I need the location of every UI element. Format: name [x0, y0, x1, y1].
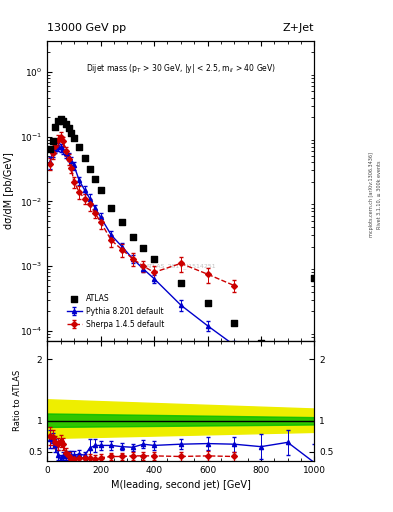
ATLAS [81, 154, 88, 162]
ATLAS [258, 339, 264, 347]
ATLAS [108, 203, 114, 211]
ATLAS [65, 124, 72, 132]
ATLAS [178, 279, 184, 287]
Legend: ATLAS, Pythia 8.201 default, Sherpa 1.4.5 default: ATLAS, Pythia 8.201 default, Sherpa 1.4.… [64, 292, 166, 331]
ATLAS [68, 129, 74, 137]
Y-axis label: dσ/dM [pb/GeV]: dσ/dM [pb/GeV] [4, 153, 14, 229]
ATLAS [231, 319, 237, 328]
Y-axis label: Ratio to ATLAS: Ratio to ATLAS [13, 370, 22, 432]
ATLAS [87, 164, 93, 173]
ATLAS [52, 123, 58, 131]
Text: 13000 GeV pp: 13000 GeV pp [47, 23, 126, 33]
ATLAS [97, 186, 104, 194]
ATLAS [140, 244, 147, 252]
ATLAS [71, 134, 77, 142]
Text: Rivet 3.1.10, ≥ 300k events: Rivet 3.1.10, ≥ 300k events [377, 160, 382, 229]
X-axis label: M(leading, second jet) [GeV]: M(leading, second jet) [GeV] [111, 480, 251, 490]
Text: ATLAS_2017_I1514251: ATLAS_2017_I1514251 [145, 263, 216, 269]
ATLAS [92, 175, 98, 183]
ATLAS [119, 218, 125, 226]
ATLAS [55, 117, 61, 125]
ATLAS [151, 254, 157, 263]
Text: Dijet mass (p$_T$ > 30 GeV, |y| < 2.5, m$_{ll}$ > 40 GeV): Dijet mass (p$_T$ > 30 GeV, |y| < 2.5, m… [86, 62, 276, 75]
ATLAS [47, 144, 53, 153]
ATLAS [63, 120, 69, 129]
ATLAS [76, 143, 83, 152]
ATLAS [50, 137, 56, 145]
ATLAS [130, 233, 136, 241]
ATLAS [57, 115, 64, 123]
ATLAS [311, 274, 318, 282]
ATLAS [60, 117, 66, 125]
Text: mcplots.cern.ch [arXiv:1306.3436]: mcplots.cern.ch [arXiv:1306.3436] [369, 152, 374, 237]
ATLAS [204, 299, 211, 307]
Text: Z+Jet: Z+Jet [283, 23, 314, 33]
